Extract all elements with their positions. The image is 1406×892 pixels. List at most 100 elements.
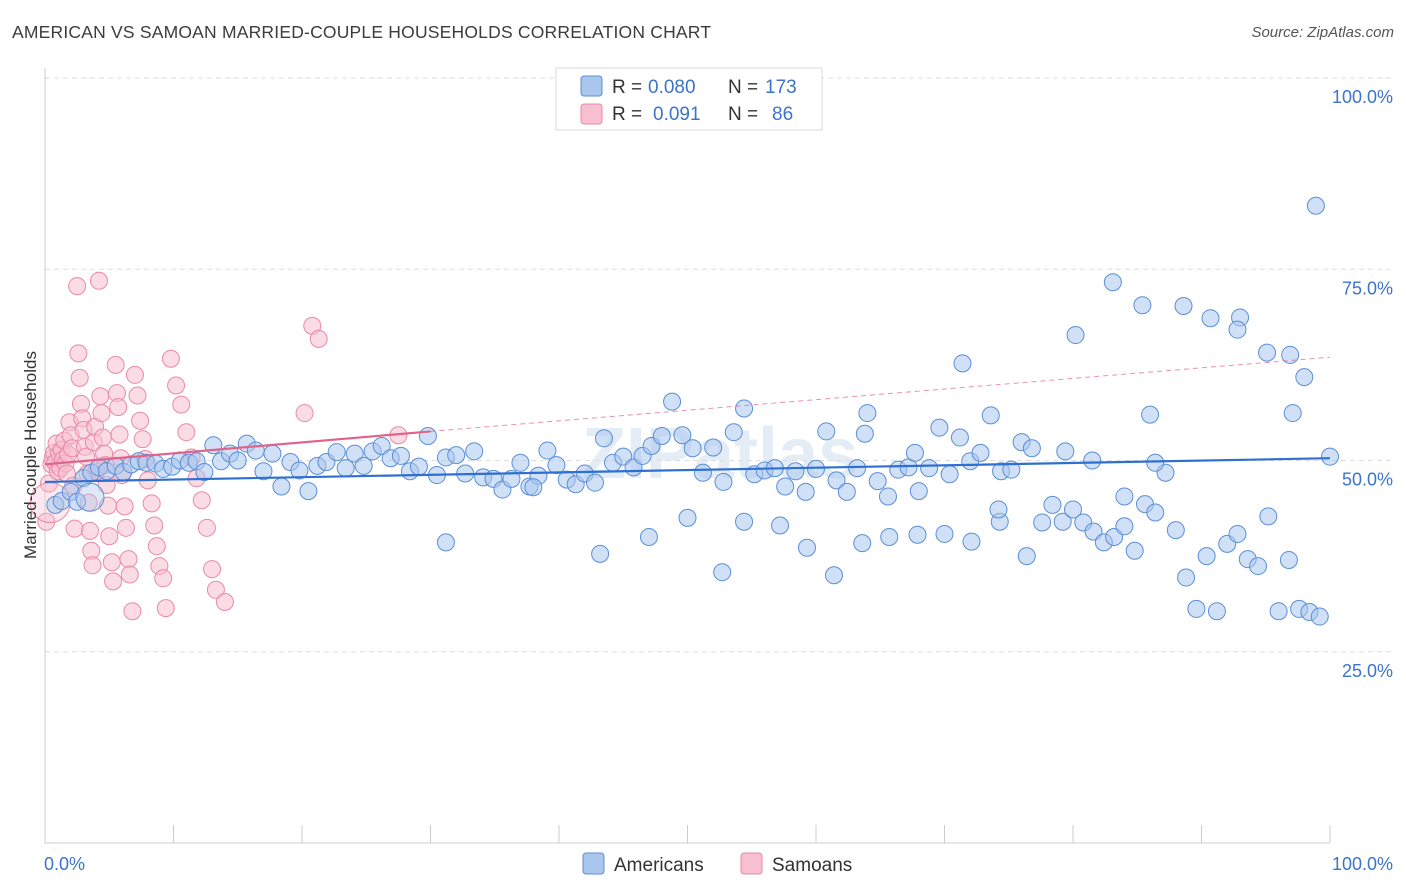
samoans-point (197, 518, 216, 537)
americans-point (981, 406, 1000, 425)
americans-point (1201, 309, 1220, 328)
americans-trend-line (44, 457, 1331, 484)
americans-point (1228, 524, 1247, 543)
series-legend: Americans Samoans (582, 852, 852, 876)
americans-point (920, 459, 939, 478)
americans-point (436, 533, 455, 552)
americans-point (511, 453, 530, 472)
americans-point (652, 427, 671, 446)
americans-point (905, 443, 924, 462)
americans-point (336, 459, 355, 478)
americans-point (673, 426, 692, 445)
samoans-point (154, 569, 173, 588)
americans-point (1083, 451, 1102, 470)
americans-point (1115, 487, 1134, 506)
legend-swatch-americans (580, 75, 603, 97)
americans-point (1064, 500, 1082, 519)
samoans-point (104, 572, 123, 591)
samoans-point (145, 516, 164, 535)
americans-point (1146, 503, 1165, 522)
y-tick-label-50: 50.0% (1342, 470, 1393, 490)
americans-point (735, 512, 754, 531)
americans-point (246, 441, 265, 460)
americans-point (909, 482, 928, 501)
americans-point (776, 477, 795, 496)
americans-point (391, 446, 410, 465)
americans-point (1103, 273, 1122, 292)
americans-point (1187, 599, 1206, 618)
legend-r-label-samoans: R = (612, 104, 642, 125)
americans-point (299, 482, 318, 501)
americans-point (724, 423, 743, 442)
bottom-legend-americans: Americans (614, 855, 704, 876)
americans-point (878, 487, 897, 506)
samoans-point (92, 404, 111, 423)
americans-point (465, 442, 484, 461)
americans-point (827, 471, 846, 490)
americans-point (272, 477, 291, 496)
americans-point (1281, 345, 1300, 364)
americans-point (639, 528, 658, 546)
chart-title: AMERICAN VS SAMOAN MARRIED-COUPLE HOUSEH… (12, 22, 712, 42)
americans-point (594, 429, 613, 448)
samoans-point (172, 395, 191, 414)
americans-point (1053, 512, 1072, 531)
americans-point (853, 534, 872, 553)
legend-swatch-samoans (580, 103, 603, 125)
americans-point (940, 465, 959, 484)
americans-point (786, 462, 805, 481)
americans-point (868, 472, 887, 491)
samoans-point (119, 550, 138, 569)
samoans-point (70, 368, 89, 387)
americans-point (1017, 547, 1036, 566)
americans-point (418, 427, 437, 446)
y-tick-label-75: 75.0% (1342, 278, 1393, 298)
bottom-legend-swatch-americans (582, 852, 605, 875)
americans-point (1283, 404, 1302, 423)
americans-point (796, 482, 815, 501)
samoans-point (192, 491, 211, 510)
americans-point (693, 463, 712, 482)
americans-point (683, 439, 702, 458)
americans-point (930, 418, 949, 437)
samoans-point (115, 497, 134, 516)
samoans-point (142, 494, 161, 513)
americans-point (880, 528, 899, 546)
samoans-point (128, 386, 147, 405)
americans-point (1269, 602, 1288, 621)
americans-point (1310, 607, 1329, 626)
americans-point (1066, 326, 1085, 345)
americans-point (447, 446, 466, 465)
americans-point (1146, 453, 1165, 472)
legend-n-samoans: 86 (772, 104, 793, 125)
tick-labels: 25.0% 50.0% 75.0% 100.0% 0.0% 100.0% (44, 87, 1393, 874)
americans-point (858, 404, 877, 423)
americans-point (989, 500, 1008, 519)
bottom-legend-samoans: Samoans (772, 855, 852, 876)
samoans-point (125, 365, 144, 384)
samoans-point (131, 411, 150, 430)
americans-point (585, 473, 604, 492)
samoans-point (123, 602, 142, 621)
samoans-point (116, 518, 135, 537)
americans-point (1174, 296, 1193, 315)
samoans-point (167, 376, 186, 395)
americans-point (1022, 439, 1041, 458)
samoans-point (295, 404, 314, 423)
americans-point (327, 443, 346, 462)
americans-point (848, 459, 867, 478)
samoans-point (68, 277, 87, 296)
americans-points (46, 196, 1339, 626)
americans-point (935, 524, 954, 543)
samoans-point (215, 593, 234, 612)
americans-point (1321, 447, 1339, 466)
americans-point (1033, 513, 1052, 532)
americans-point (1043, 495, 1062, 514)
y-tick-label-100: 100.0% (1332, 87, 1393, 107)
americans-point (263, 444, 282, 463)
americans-point (538, 441, 557, 460)
americans-point (824, 566, 843, 585)
americans-point (704, 438, 723, 457)
samoans-point (106, 355, 125, 374)
